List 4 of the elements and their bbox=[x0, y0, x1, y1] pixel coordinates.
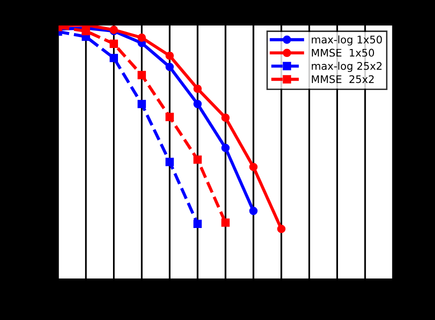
legend-label: max-log 1x50 bbox=[312, 35, 382, 46]
legend-label: MMSE 1x50 bbox=[312, 48, 374, 57]
legend-label: MMSE 25x2 bbox=[312, 75, 374, 84]
legend-label: max-log 25x2 bbox=[312, 62, 382, 72]
